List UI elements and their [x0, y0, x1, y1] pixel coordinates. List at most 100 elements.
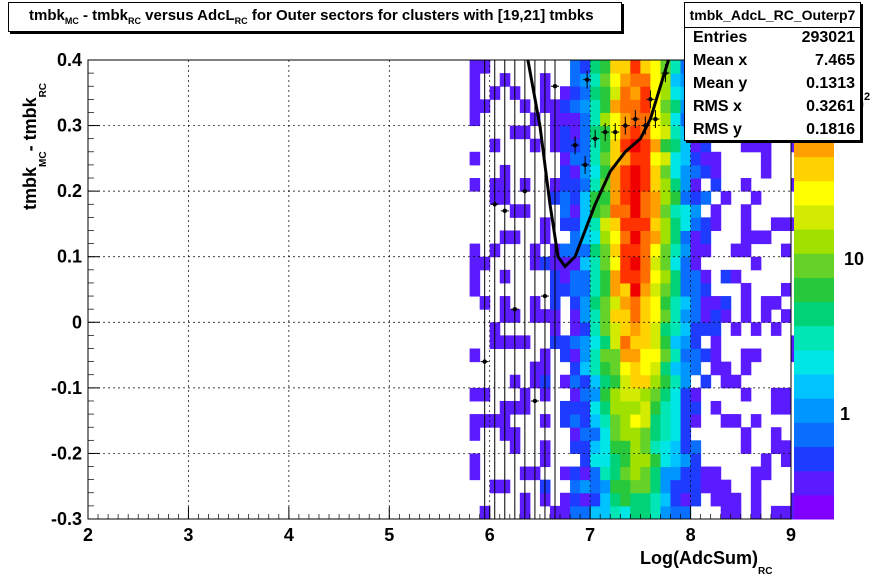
heatmap-cell — [770, 505, 782, 520]
heatmap-cell — [469, 387, 481, 402]
heatmap-cell — [630, 125, 641, 140]
heatmap-cell — [640, 400, 651, 415]
heatmap-cell — [660, 138, 671, 153]
heatmap-cell — [570, 335, 581, 350]
heatmap-cell — [690, 138, 702, 153]
heatmap-cell — [740, 440, 752, 454]
heatmap-cell — [590, 282, 601, 297]
heatmap-cell — [590, 440, 601, 454]
heatmap-cell — [560, 125, 571, 140]
heatmap-cell — [650, 138, 661, 153]
heatmap-cell — [660, 243, 671, 258]
heatmap-cell — [630, 178, 641, 192]
colorbar-swatch — [794, 229, 834, 254]
heatmap-cell — [670, 348, 682, 363]
heatmap-cell — [610, 440, 621, 454]
heatmap-cell — [630, 86, 641, 100]
stat-row-mean-y: Mean y 0.1313 — [693, 75, 855, 92]
heatmap-cell — [660, 217, 671, 231]
heatmap-cell — [620, 453, 631, 468]
heatmap-cell — [740, 361, 752, 376]
stats-box: tmbk_AdcL_RC_Outerp7 Entries 293021 Mean … — [684, 2, 861, 141]
heatmap-cell — [580, 309, 591, 323]
heatmap-cell — [570, 400, 581, 415]
heatmap-cell — [580, 296, 591, 310]
heatmap-cell — [620, 492, 631, 507]
heatmap-cell — [780, 243, 792, 258]
heatmap-cell — [650, 256, 661, 271]
heatmap-cell — [560, 204, 571, 218]
heatmap-cell — [680, 151, 692, 166]
heatmap-cell — [750, 191, 762, 205]
heatmap-cell — [760, 138, 772, 153]
heatmap-cell — [690, 164, 702, 179]
heatmap-cell — [650, 309, 661, 323]
heatmap-cell — [600, 204, 611, 218]
heatmap-cell — [640, 453, 651, 468]
y-tick-label: 0.3 — [57, 116, 82, 136]
heatmap-cell — [570, 322, 581, 336]
heatmap-cell — [620, 400, 631, 415]
heatmap-cell — [469, 86, 481, 100]
heatmap-cell — [600, 361, 611, 376]
heatmap-cell — [580, 112, 591, 127]
heatmap-cell — [630, 99, 641, 113]
heatmap-cell — [750, 322, 762, 336]
heatmap-cell — [620, 387, 631, 402]
heatmap-cell — [630, 400, 641, 415]
heatmap-cell — [620, 256, 631, 271]
heatmap-cell — [590, 112, 601, 127]
heatmap-cell — [570, 414, 581, 428]
heatmap-cell — [680, 269, 692, 284]
heatmap-cell — [650, 269, 661, 284]
heatmap-cell — [650, 60, 661, 74]
heatmap-cell — [690, 479, 702, 494]
heatmap-cell — [600, 256, 611, 271]
heatmap-cell — [770, 427, 782, 441]
heatmap-cell — [570, 125, 581, 140]
heatmap-cell — [730, 243, 742, 258]
heatmap-cell — [710, 296, 722, 310]
colorbar-swatch — [794, 398, 834, 423]
heatmap-cell — [710, 466, 722, 481]
heatmap-cell — [580, 86, 591, 100]
heatmap-cell — [600, 322, 611, 336]
heatmap-cell — [700, 374, 712, 389]
heatmap-cell — [560, 348, 571, 363]
heatmap-cell — [680, 164, 692, 179]
heatmap-cell — [770, 440, 782, 454]
heatmap-cell — [690, 335, 702, 350]
heatmap-cell — [740, 387, 752, 402]
heatmap-cell — [650, 348, 661, 363]
heatmap-cell — [580, 427, 591, 441]
heatmap-cell — [660, 151, 671, 166]
colorbar-swatch — [794, 349, 834, 375]
colorbar-label-10: 10 — [844, 249, 864, 269]
heatmap-cell — [610, 256, 621, 271]
heatmap-cell — [580, 505, 591, 520]
heatmap-cell — [590, 309, 601, 323]
heatmap-cell — [610, 269, 621, 284]
heatmap-cell — [600, 479, 611, 494]
heatmap-cell — [690, 322, 702, 336]
colorbar-swatch — [794, 277, 834, 303]
x-axis-label: Log(AdcSum)RC — [640, 548, 772, 577]
heatmap-cell — [590, 151, 601, 166]
heatmap-cell — [640, 466, 651, 481]
heatmap-cell — [660, 414, 671, 428]
heatmap-cell — [670, 322, 682, 336]
heatmap-cell — [700, 282, 712, 297]
heatmap-cell — [680, 138, 692, 153]
heatmap-cell — [640, 440, 651, 454]
heatmap-cell — [680, 440, 692, 454]
heatmap-cell — [630, 335, 641, 350]
heatmap-cell — [570, 387, 581, 402]
heatmap-cell — [650, 191, 661, 205]
heatmap-cell — [630, 361, 641, 376]
heatmap-cell — [580, 191, 591, 205]
heatmap-cell — [590, 191, 601, 205]
heatmap-cell — [590, 414, 601, 428]
svg-text:tmbkMC- tmbkRC: tmbkMC- tmbkRC — [20, 83, 49, 210]
heatmap-cell — [469, 269, 481, 284]
heatmap-cell — [670, 243, 682, 258]
